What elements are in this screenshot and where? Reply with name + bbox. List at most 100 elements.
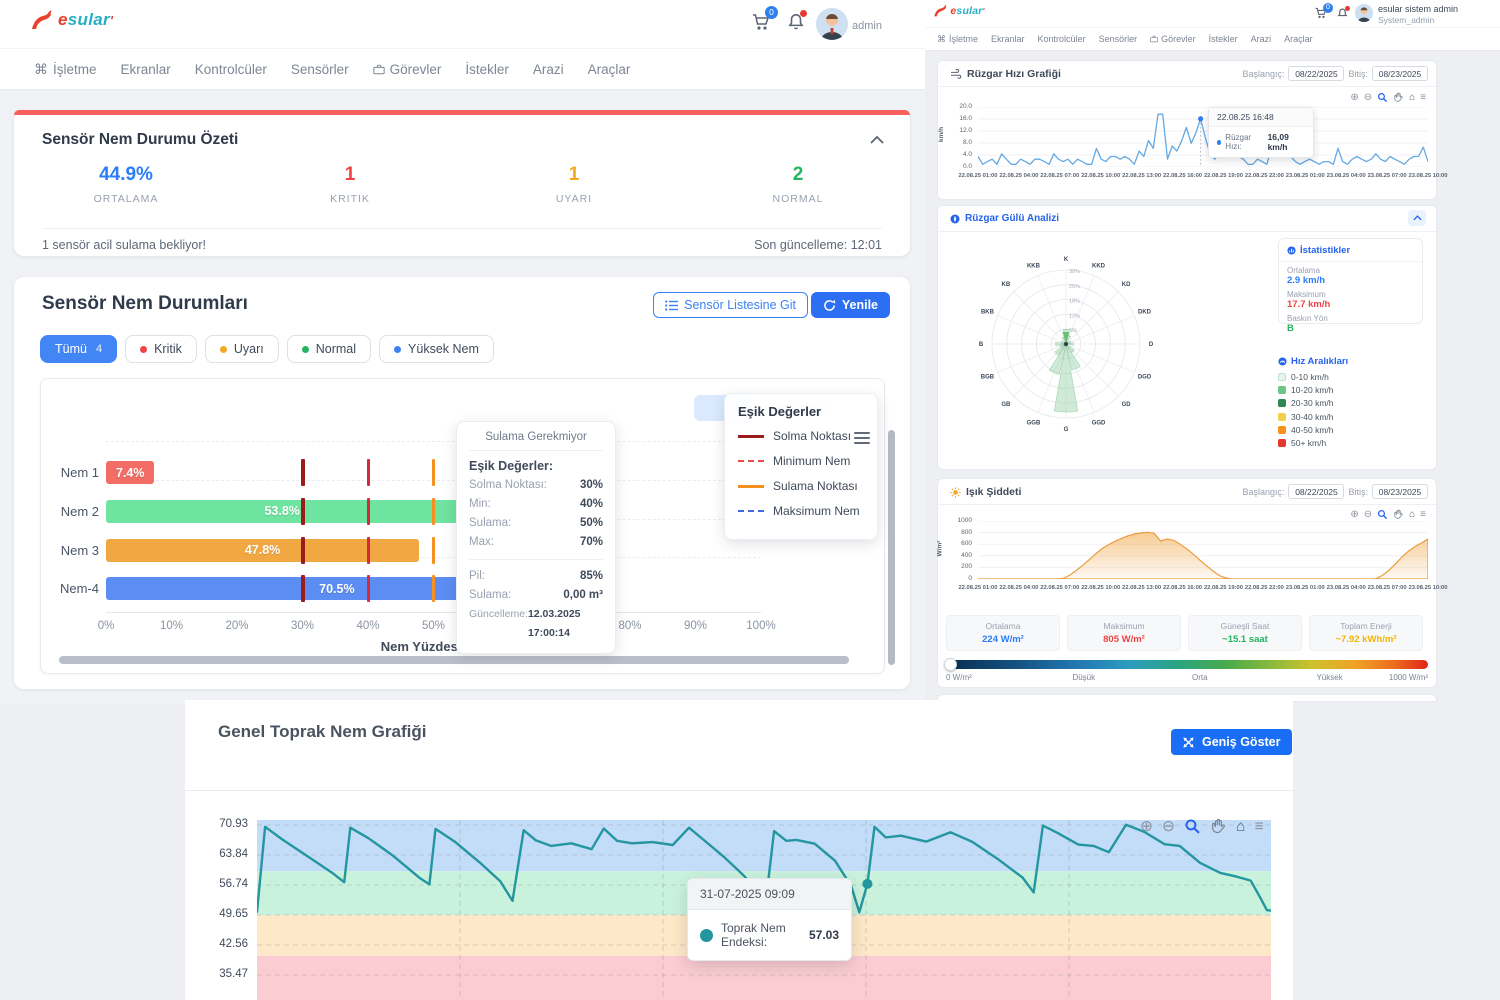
horizontal-scrollbar[interactable] <box>59 656 849 664</box>
nav-item-kontrolcüler[interactable]: Kontrolcüler <box>195 62 267 77</box>
vertical-scrollbar[interactable] <box>888 430 895 665</box>
nav-item-label: Görevler <box>389 61 442 77</box>
compass-icon <box>950 214 960 223</box>
wind-ylabel: km/h <box>938 126 946 143</box>
tooltip-row: Sulama: 0,00 m³ <box>469 586 603 605</box>
humidity-bar-1[interactable]: 7.4% <box>106 461 155 484</box>
wind-stats-title: İstatistikler <box>1300 245 1351 256</box>
light-date-from-input[interactable]: 08/22/2025 <box>1288 484 1345 499</box>
pan-icon[interactable] <box>1393 92 1404 103</box>
menu-icon[interactable]: ≡ <box>1420 91 1426 103</box>
filter-chip-normal[interactable]: Normal <box>286 335 372 363</box>
nav-item-arazi[interactable]: Arazi <box>533 62 564 77</box>
humidity-bar-4[interactable]: 70.5% <box>106 577 568 601</box>
filter-chip-kritik[interactable]: Kritik <box>125 335 197 363</box>
scale-label: Yüksek <box>1316 673 1343 682</box>
nav-item-label: İşletme <box>949 34 979 44</box>
wind-y-tick: 4.0 <box>962 151 972 158</box>
cart-icon-small[interactable]: 0 <box>1315 3 1333 19</box>
svg-text:12%: 12% <box>1069 313 1080 319</box>
filter-chip-uyarı[interactable]: Uyarı <box>204 335 279 363</box>
pan-icon[interactable] <box>1210 818 1227 835</box>
nav-item-arazi[interactable]: Arazi <box>1251 34 1272 44</box>
chart-menu-icon[interactable] <box>854 432 870 447</box>
humidity-bar-2[interactable]: 53.8% <box>106 499 459 523</box>
date-from-input[interactable]: 08/22/2025 <box>1288 66 1345 81</box>
filter-chip-yüksek-nem[interactable]: Yüksek Nem <box>379 335 494 363</box>
summary-title: Sensör Nem Durumu Özeti <box>42 131 239 148</box>
legend-item: Solma Noktası <box>738 429 864 443</box>
nav-item-label: İstekler <box>465 61 509 77</box>
tooltip-row: Sulama: 50% <box>469 514 603 533</box>
pan-icon[interactable] <box>1393 509 1404 520</box>
nav-item-label: Kontrolcüler <box>1037 34 1086 44</box>
wind-x-tick: 23.08.25 10:00 <box>1408 173 1448 179</box>
x-tick-label: 40% <box>356 620 380 632</box>
light-date-to-input[interactable]: 08/23/2025 <box>1372 484 1428 499</box>
zoom-out-icon[interactable]: ⊖ <box>1363 508 1373 520</box>
cart-icon[interactable]: 0 <box>752 6 778 31</box>
zoom-in-icon[interactable]: ⊕ <box>1350 508 1359 520</box>
nav-item-sensörler[interactable]: Sensörler <box>291 62 349 77</box>
nav-item-i̇şletme[interactable]: ⌘ İşletme <box>34 61 97 78</box>
refresh-icon <box>824 299 836 311</box>
brand-logo-small[interactable]: esular' <box>933 4 985 18</box>
nav-item-i̇stekler[interactable]: İstekler <box>1209 34 1238 44</box>
nav-item-araçlar[interactable]: Araçlar <box>1284 34 1313 44</box>
user-avatar-small[interactable] <box>1355 4 1373 22</box>
nav-item-ekranlar[interactable]: Ekranlar <box>991 34 1025 44</box>
notifications-bell-icon[interactable] <box>787 10 807 31</box>
zoom-out-icon[interactable]: ⊖ <box>1363 91 1373 103</box>
home-icon[interactable]: ⌂ <box>1409 508 1416 520</box>
zoom-select-icon[interactable] <box>1184 818 1201 835</box>
x-tick-label: 0% <box>97 620 115 632</box>
gradient-handle[interactable] <box>944 658 957 671</box>
horse-logo-icon <box>32 10 52 29</box>
home-icon[interactable]: ⌂ <box>1236 817 1246 835</box>
home-icon[interactable]: ⌂ <box>1409 91 1416 103</box>
range-swatch <box>1278 412 1286 421</box>
brand-logo[interactable]: esular' <box>30 9 113 31</box>
menu-icon[interactable]: ≡ <box>1254 817 1264 835</box>
rose-collapse-button[interactable] <box>1408 210 1426 226</box>
nav-item-kontrolcüler[interactable]: Kontrolcüler <box>1038 34 1086 44</box>
date-to-input[interactable]: 08/23/2025 <box>1372 66 1428 81</box>
notifications-bell-icon-small[interactable] <box>1337 6 1350 19</box>
summary-stat-kritik: 1 KRITIK <box>238 164 462 205</box>
user-avatar[interactable] <box>816 8 848 40</box>
tooltip-row-label: Min: <box>469 498 491 510</box>
refresh-button[interactable]: Yenile <box>810 292 890 318</box>
range-swatch <box>1278 386 1286 395</box>
logo-tick: ' <box>109 13 114 28</box>
sensor-list-button[interactable]: Sensör Listesine Git <box>653 292 808 318</box>
humidity-bar-3[interactable]: 47.8% <box>106 538 420 562</box>
menu-icon[interactable]: ≡ <box>1420 508 1426 520</box>
zoom-in-icon[interactable]: ⊕ <box>1140 817 1153 835</box>
nav-item-araçlar[interactable]: Araçlar <box>588 62 631 77</box>
light-x-tick: 22.08.25 01:00 <box>958 585 998 591</box>
nav-item-görevler[interactable]: Görevler <box>372 61 442 77</box>
wind-panel-title: Rüzgar Hızı Grafiği <box>967 68 1061 80</box>
wind-y-tick: 20.0 <box>959 103 972 110</box>
summary-stat-value: 44.9% <box>99 164 153 185</box>
zoom-in-icon[interactable]: ⊕ <box>1350 91 1359 103</box>
nav-item-sensörler[interactable]: Sensörler <box>1099 34 1138 44</box>
zoom-out-icon[interactable]: ⊖ <box>1162 817 1175 835</box>
soil-y-tick: 70.93 <box>219 818 248 830</box>
filter-chip-tümü[interactable]: Tümü 4 <box>40 335 118 363</box>
soil-y-tick: 56.74 <box>219 878 248 890</box>
nav-item-label: Ekranlar <box>120 61 171 77</box>
nav-item-i̇şletme[interactable]: ⌘ İşletme <box>937 34 978 45</box>
collapse-chevron-icon[interactable] <box>870 135 884 144</box>
nav-item-ekranlar[interactable]: Ekranlar <box>121 62 171 77</box>
nav-item-i̇stekler[interactable]: İstekler <box>465 62 509 77</box>
nav-item-görevler[interactable]: Görevler <box>1150 34 1196 44</box>
expand-button[interactable]: Geniş Göster <box>1171 729 1292 755</box>
wind-stat-value: B <box>1287 323 1294 334</box>
zoom-select-icon[interactable] <box>1377 92 1388 103</box>
zoom-select-icon[interactable] <box>1377 509 1388 520</box>
wind-tooltip: 22.08.25 16:48 Rüzgar Hızı: 16,09 km/h <box>1208 107 1314 158</box>
range-swatch <box>1278 439 1286 447</box>
range-label: 30-40 km/h <box>1291 411 1334 422</box>
light-ylabel: W/m² <box>936 540 944 557</box>
